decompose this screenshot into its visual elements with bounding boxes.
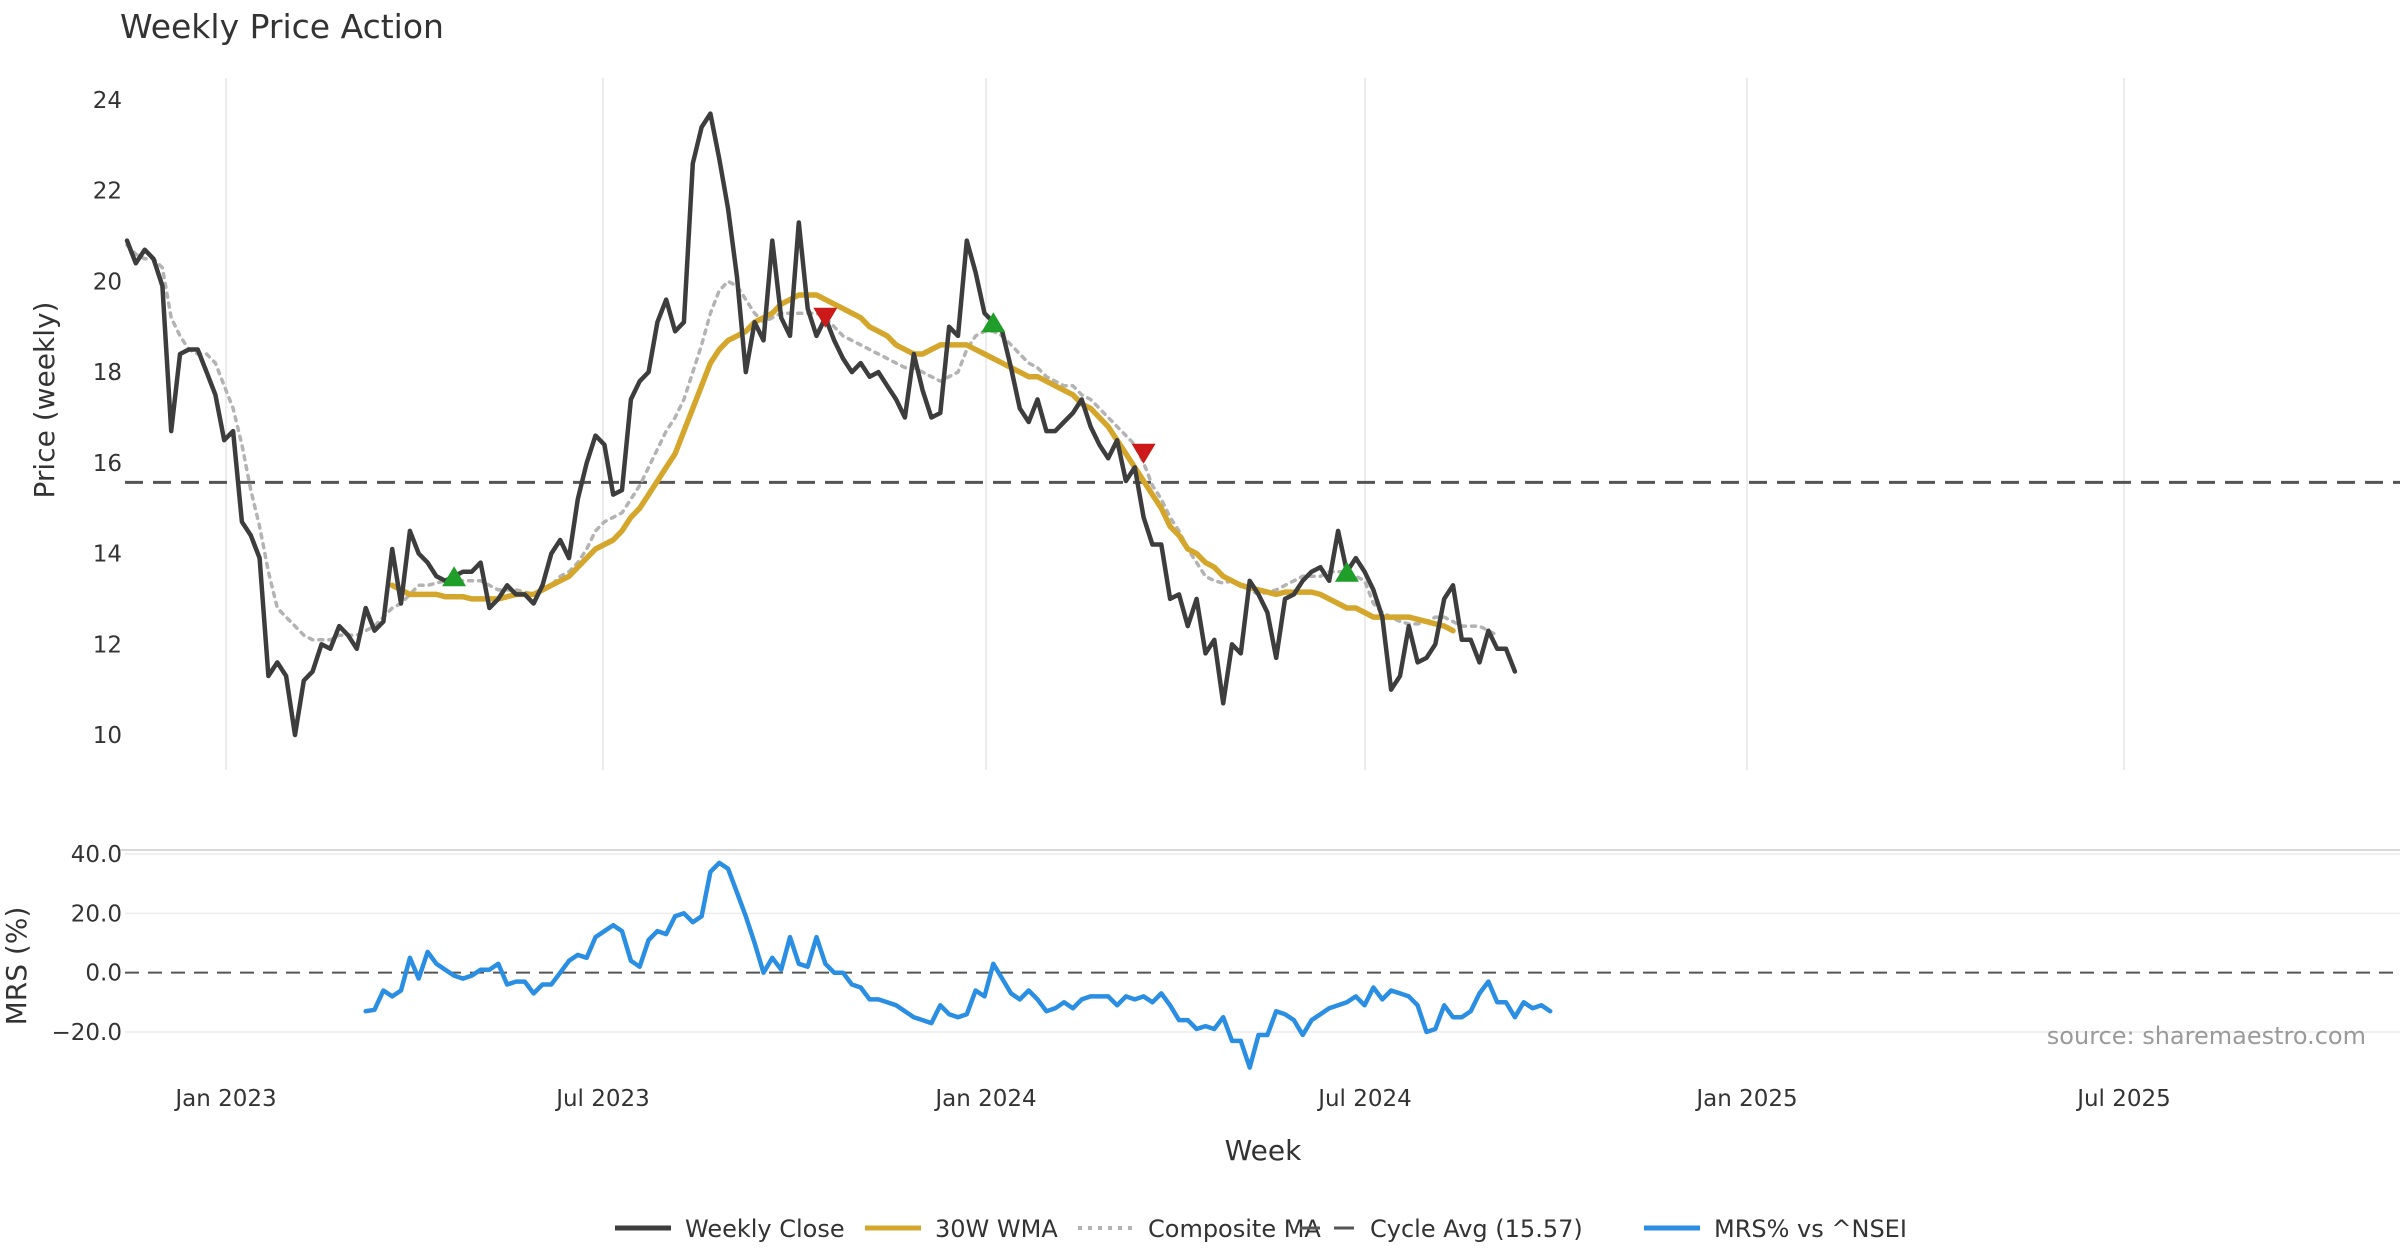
mrs-y-ticks: 40.0 20.0 0.0 −20.0	[52, 842, 122, 1046]
sell-signal-marker	[1131, 443, 1156, 464]
price-series-group	[124, 111, 1518, 738]
legend-label: MRS% vs ^NSEI	[1714, 1215, 1907, 1243]
price-y-tick: 24	[93, 88, 122, 114]
legend-label: Composite MA	[1148, 1215, 1321, 1243]
x-tick: Jan 2025	[1694, 1086, 1797, 1112]
series-weekly-close	[124, 111, 1518, 738]
series-mrs-vs-nsei	[363, 860, 1553, 1070]
legend-item-30w-wma: 30W WMA	[865, 1215, 1058, 1243]
mrs-grid	[125, 853, 2400, 1033]
source-annotation: source: sharemaestro.com	[2047, 1022, 2366, 1050]
price-y-tick: 12	[93, 632, 122, 658]
legend-item-weekly-close: Weekly Close	[615, 1215, 845, 1243]
legend-item-mrs-vs-nsei: MRS% vs ^NSEI	[1644, 1215, 1907, 1243]
series-30w-wma	[389, 292, 1456, 634]
mrs-y-tick: 40.0	[71, 842, 122, 868]
price-y-tick: 10	[93, 723, 122, 749]
legend-label: 30W WMA	[935, 1215, 1058, 1243]
price-y-tick: 16	[93, 451, 122, 477]
price-y-ticks: 10 12 14 16 18 20 22 24	[93, 88, 122, 749]
price-y-axis-label: Price (weekly)	[28, 302, 61, 499]
price-y-tick: 14	[93, 542, 122, 568]
signal-markers	[442, 307, 1359, 587]
mrs-y-tick: 20.0	[71, 901, 122, 927]
sell-signal-marker	[813, 307, 838, 328]
x-tick: Jul 2023	[554, 1086, 650, 1112]
mrs-y-tick: 0.0	[85, 961, 122, 987]
x-axis-label: Week	[1225, 1134, 1302, 1167]
mrs-y-tick: −20.0	[52, 1020, 122, 1046]
buy-signal-marker	[442, 566, 467, 587]
legend-item-composite-ma: Composite MA	[1078, 1215, 1321, 1243]
buy-signal-marker	[1334, 561, 1359, 582]
x-axis-ticks: Jan 2023 Jul 2023 Jan 2024 Jul 2024 Jan 2025…	[173, 1086, 2170, 1112]
legend-label: Weekly Close	[685, 1215, 845, 1243]
buy-signal-marker	[981, 312, 1006, 333]
x-tick: Jul 2024	[1316, 1086, 1412, 1112]
price-y-tick: 22	[93, 179, 122, 205]
legend-label: Cycle Avg (15.57)	[1370, 1215, 1583, 1243]
price-y-tick: 18	[93, 360, 122, 386]
mrs-series-group	[363, 860, 1553, 1070]
legend-item-cycle-avg-15-57: Cycle Avg (15.57)	[1300, 1215, 1583, 1243]
series-composite-ma	[125, 243, 1499, 642]
price-y-tick: 20	[93, 269, 122, 295]
legend: Weekly Close 30W WMA Composite MA Cycle Avg…	[615, 1215, 1907, 1243]
x-tick: Jan 2023	[173, 1086, 276, 1112]
chart-title: Weekly Price Action	[120, 7, 444, 46]
x-tick: Jan 2024	[933, 1086, 1036, 1112]
x-tick: Jul 2025	[2075, 1086, 2171, 1112]
mrs-y-axis-label: MRS (%)	[0, 907, 33, 1026]
price-grid	[225, 78, 2125, 770]
